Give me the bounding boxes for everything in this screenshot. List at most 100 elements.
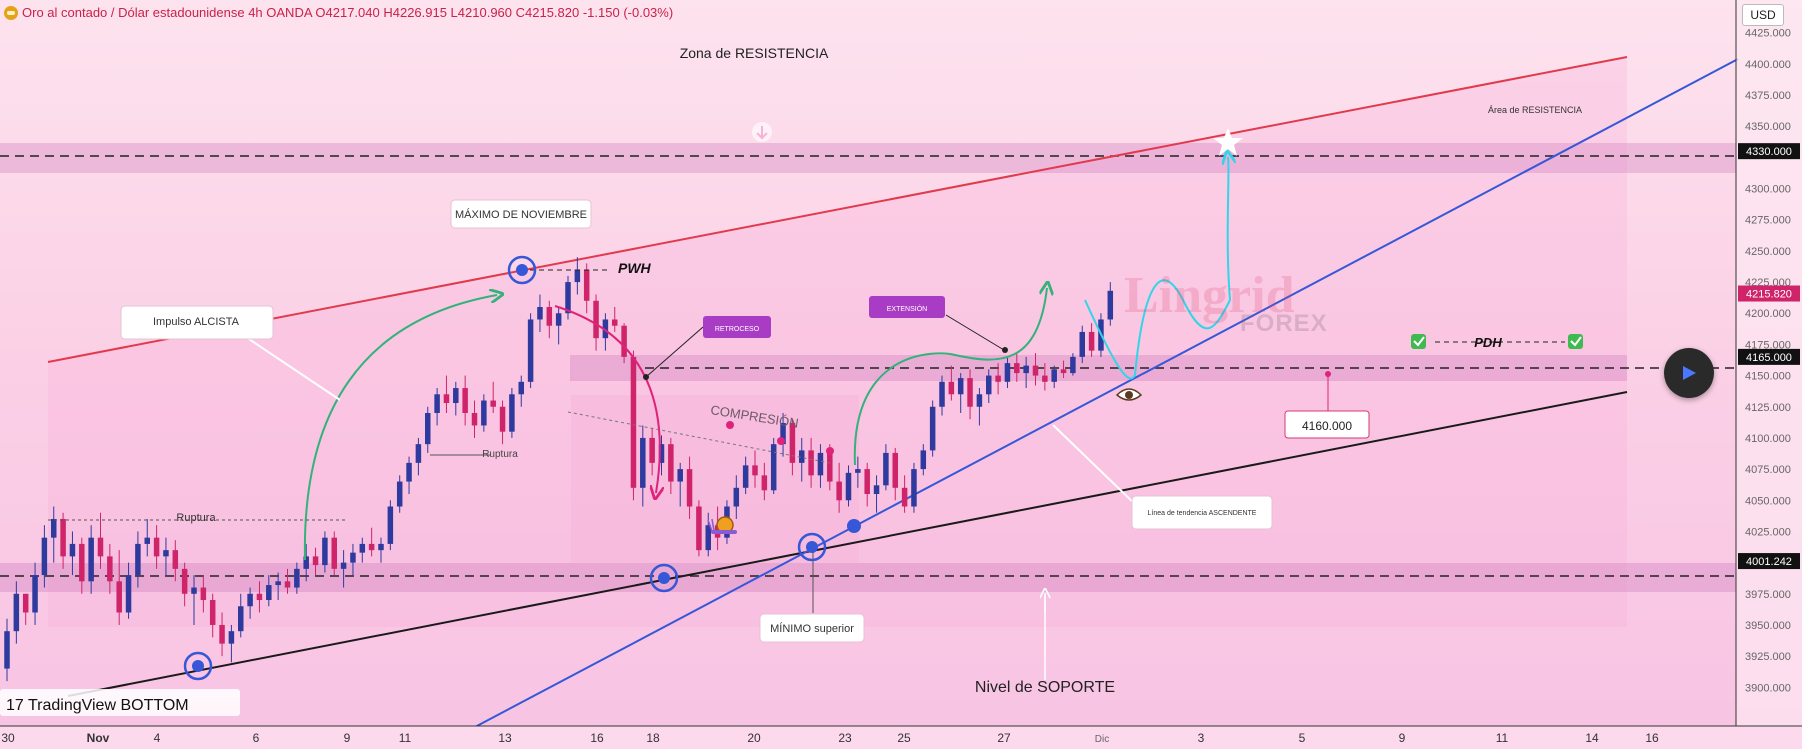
x-tick-label: 20 [747, 731, 761, 745]
candle [32, 562, 38, 625]
callout-level: 4160.000 [1284, 410, 1370, 439]
x-tick-label: 4 [154, 731, 161, 745]
candle [855, 456, 861, 488]
x-tick-label: Dic [1095, 734, 1109, 745]
candle [284, 568, 291, 594]
chart-title: Oro al contado / Dólar estadounidense 4h… [22, 5, 674, 20]
watermark-line1: Lingrid [1124, 267, 1295, 324]
candle [836, 462, 842, 513]
callout-impulso: Impulso ALCISTA [120, 305, 274, 340]
candle [574, 257, 581, 295]
x-tick-label: 16 [590, 731, 604, 745]
candle [518, 375, 524, 407]
candle [256, 581, 263, 613]
candle [116, 550, 122, 625]
x-tick-label: 11 [399, 731, 412, 745]
svg-text:17 TradingView BOTTOM: 17 TradingView BOTTOM [6, 697, 189, 714]
candle [443, 375, 450, 413]
candle [1023, 356, 1029, 389]
svg-text:Impulso ALCISTA: Impulso ALCISTA [153, 316, 240, 328]
candle [1070, 353, 1076, 376]
check-icon [1411, 334, 1426, 349]
y-tick-label: 4200.000 [1745, 308, 1791, 320]
candle [948, 365, 955, 401]
candle [219, 612, 225, 657]
y-tick-label: 4125.000 [1745, 402, 1791, 414]
watermark-line2: FOREX [1240, 310, 1328, 337]
candle [583, 263, 590, 314]
callout-maximo: MÁXIMO DE NOVIEMBRE [450, 199, 592, 229]
impulse-arrow [303, 295, 497, 561]
play-button[interactable] [1664, 348, 1714, 398]
pwh-label: PWH [618, 260, 652, 276]
candle [1107, 282, 1114, 326]
y-tick-label: 4250.000 [1745, 246, 1791, 258]
candle [789, 419, 796, 476]
candle [752, 450, 758, 488]
candle [462, 375, 468, 426]
extension-arrow [853, 288, 1047, 466]
candle [247, 587, 253, 619]
check-icon [1568, 334, 1583, 349]
candle [368, 527, 375, 557]
x-tick-label: 16 [1645, 731, 1659, 745]
candle [294, 562, 300, 594]
candle [957, 373, 964, 413]
x-tick-label: 18 [646, 731, 660, 745]
candle [1088, 323, 1095, 357]
candle [621, 323, 627, 364]
candle [733, 475, 740, 519]
area-resistencia-label: Área de RESISTENCIA [1488, 105, 1582, 115]
candle [658, 435, 665, 476]
x-tick-label: 23 [838, 731, 852, 745]
y-tick-label: 4400.000 [1745, 59, 1791, 71]
candle [668, 437, 674, 495]
y-tick-label: 3975.000 [1745, 589, 1791, 601]
time-axis[interactable]: 30 Nov 4 6 9 11 13 16 18 20 23 25 27 Dic 3 5 9 11 14 16 [0, 725, 1802, 749]
y-tick-label: 3950.000 [1745, 620, 1791, 632]
resistance-zone-band [0, 143, 1736, 173]
candle [864, 462, 870, 507]
candle [13, 581, 20, 644]
x-tick-label: 6 [253, 731, 260, 745]
support-trendline [67, 391, 1628, 697]
pdh-label: PDH [1474, 335, 1502, 350]
candle [331, 531, 337, 576]
candle [350, 543, 356, 576]
candle [60, 512, 66, 569]
candle [481, 394, 487, 432]
candle [967, 369, 973, 420]
y-tick-label: 4350.000 [1745, 121, 1791, 133]
play-icon [1683, 366, 1696, 380]
y-tick-label: 4100.000 [1745, 433, 1791, 445]
candle [303, 543, 309, 582]
candle [228, 624, 235, 663]
candle [41, 525, 48, 588]
callout-pointer-trend [1052, 424, 1139, 508]
ruptura-label-1: Ruptura [176, 512, 216, 524]
candle [340, 550, 347, 588]
candle [640, 425, 646, 507]
candle [808, 437, 814, 488]
candle [396, 475, 403, 513]
candle [780, 412, 786, 457]
candle [546, 300, 553, 339]
level-lines [0, 155, 1736, 577]
candle [995, 363, 1001, 395]
candle [453, 381, 459, 416]
y-tick-label: 3925.000 [1745, 651, 1791, 663]
candle [602, 313, 609, 351]
candle [817, 444, 824, 488]
price-axis[interactable]: 4425.000 4400.000 4375.000 4350.000 4300.000… [1735, 0, 1802, 726]
ascending-trendline [474, 58, 1739, 728]
candle [911, 462, 917, 513]
currency-button[interactable]: USD [1742, 4, 1784, 26]
candle [929, 400, 936, 457]
candle [490, 381, 496, 413]
callout-pointer-impulso [233, 328, 341, 401]
candle [425, 406, 431, 453]
candle [1051, 365, 1057, 389]
candle [209, 593, 216, 638]
candle [359, 537, 366, 563]
